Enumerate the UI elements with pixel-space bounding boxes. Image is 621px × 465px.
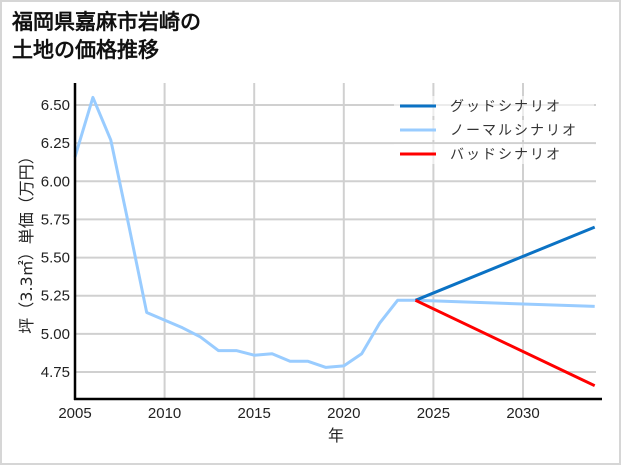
x-tick-label: 2030 xyxy=(506,405,539,422)
chart-title: 福岡県嘉麻市岩崎の 土地の価格推移 xyxy=(12,8,201,64)
axes xyxy=(73,83,602,401)
legend-label: ノーマルシナリオ xyxy=(450,123,578,139)
tick-labels: 2005 2010 2015 2020 2025 2030 4.75 5.00 5.25 5.50… xyxy=(41,97,540,422)
x-axis-label: 年 xyxy=(328,426,344,445)
y-tick-label: 5.00 xyxy=(41,326,70,343)
y-tick-label: 6.00 xyxy=(41,173,70,190)
x-tick-label: 2010 xyxy=(148,405,181,422)
legend-label: バッドシナリオ xyxy=(450,147,562,163)
y-tick-label: 4.75 xyxy=(41,364,70,381)
y-tick-label: 5.50 xyxy=(41,250,70,267)
y-axis-label: 坪（3.3㎡）単価（万円） xyxy=(17,148,36,333)
data-lines xyxy=(73,95,596,388)
y-tick-label: 5.75 xyxy=(41,211,70,228)
series-line xyxy=(414,225,596,302)
chart-title-line1: 福岡県嘉麻市岩崎の xyxy=(12,10,201,34)
series-line xyxy=(414,298,596,388)
x-tick-label: 2005 xyxy=(58,405,91,422)
x-tick-label: 2015 xyxy=(238,405,271,422)
chart-title-line2: 土地の価格推移 xyxy=(12,38,159,62)
y-tick-label: 5.25 xyxy=(41,288,70,305)
legend-label: グッドシナリオ xyxy=(450,99,562,115)
x-tick-label: 2025 xyxy=(417,405,450,422)
x-tick-label: 2020 xyxy=(327,405,360,422)
series-line xyxy=(73,95,595,369)
y-tick-label: 6.50 xyxy=(41,97,70,114)
y-tick-label: 6.25 xyxy=(41,135,70,152)
